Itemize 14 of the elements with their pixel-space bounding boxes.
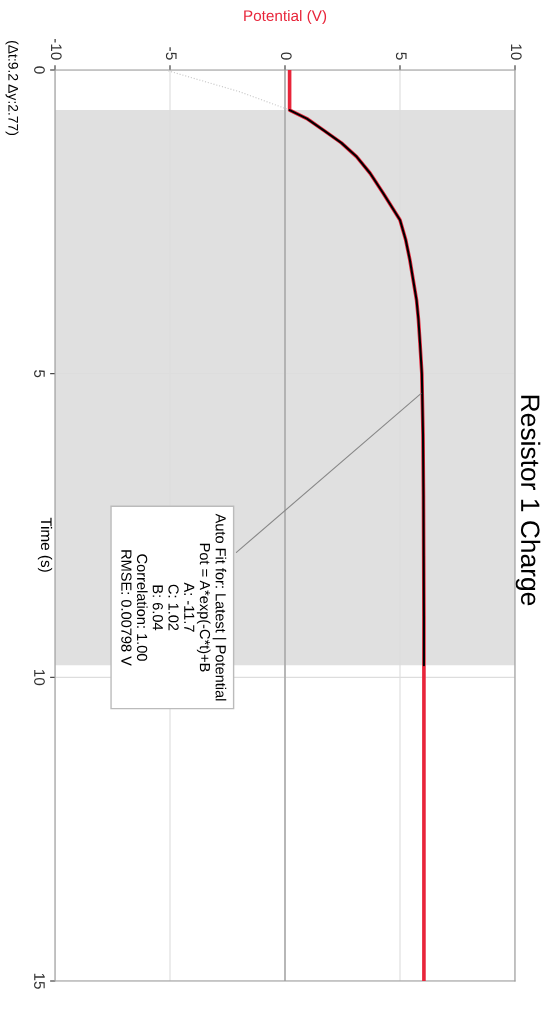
x-tick-label: -10 [50, 38, 62, 60]
annotation: Auto Fit for: Latest | Potential Pot = A*exp(-C*t)+B A: -11.7 C: 1.02 B: 6.04 Correlation: 1.00 RMSE: 0.00798 V [121, 513, 227, 701]
y-tick-label: 15 [34, 973, 45, 989]
y-axis-title: Time (s) [37, 517, 53, 572]
x-tick-label: 0 [280, 52, 292, 60]
text: Resistor 1 Charge [515, 395, 541, 606]
x-tick-label: 5 [395, 52, 407, 60]
x-axis-title: Potential (V) [244, 9, 327, 25]
y-tick-label: 10 [34, 670, 45, 686]
x-tick-label: 10 [510, 44, 522, 60]
y-tick-label: 5 [34, 370, 45, 378]
y-tick-label: 0 [34, 66, 45, 74]
text: (Δt:9.2 Δy:2.77) [5, 40, 19, 136]
x-tick-label: -5 [165, 47, 177, 60]
